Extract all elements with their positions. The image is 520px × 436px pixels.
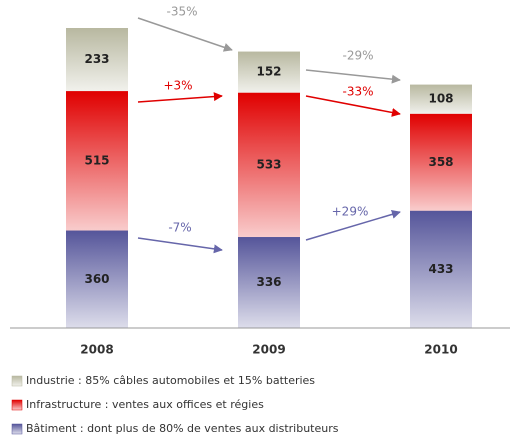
legend-swatch — [11, 375, 23, 387]
annotation-arrow — [305, 95, 401, 117]
legend-label: Infrastructure : ventes aux offices et r… — [26, 398, 264, 411]
annotation-arrow — [137, 92, 223, 103]
bar-segment — [66, 230, 128, 328]
bar-segment — [66, 28, 128, 92]
annotation-arrow — [305, 209, 401, 241]
x-tick-label: 2010 — [424, 343, 457, 357]
annotation-arrow — [305, 69, 401, 84]
bar-segment — [410, 84, 472, 114]
bar-segment — [410, 113, 472, 211]
annotation: -33% — [342, 85, 373, 99]
x-tick-label: 2009 — [252, 343, 285, 357]
annotation-arrow — [137, 17, 233, 52]
data-label: 336 — [256, 275, 281, 289]
legend-label: Industrie : 85% câbles automobiles et 15… — [26, 374, 315, 387]
annotation-arrow — [137, 237, 223, 254]
data-label: 108 — [428, 92, 453, 106]
data-label: 152 — [256, 65, 281, 79]
annotation: -35% — [166, 5, 197, 19]
bar-segment — [238, 51, 300, 93]
data-label: 433 — [428, 262, 453, 276]
annotation: -29% — [342, 49, 373, 63]
annotation: +3% — [163, 79, 192, 93]
annotation: +29% — [332, 205, 369, 219]
data-label: 360 — [84, 272, 109, 286]
data-label: 533 — [256, 157, 281, 171]
legend-label: Bâtiment : dont plus de 80% de ventes au… — [26, 422, 339, 435]
annotation: -7% — [168, 221, 191, 235]
bar-segment — [238, 237, 300, 328]
x-tick-label: 2008 — [80, 343, 113, 357]
legend-swatch — [11, 399, 23, 411]
legend-swatch — [11, 423, 23, 435]
bar-segment — [66, 91, 128, 231]
data-label: 358 — [428, 155, 453, 169]
bar-segment — [410, 210, 472, 328]
data-label: 233 — [84, 52, 109, 66]
bar-segment — [238, 92, 300, 238]
data-label: 515 — [84, 153, 109, 167]
